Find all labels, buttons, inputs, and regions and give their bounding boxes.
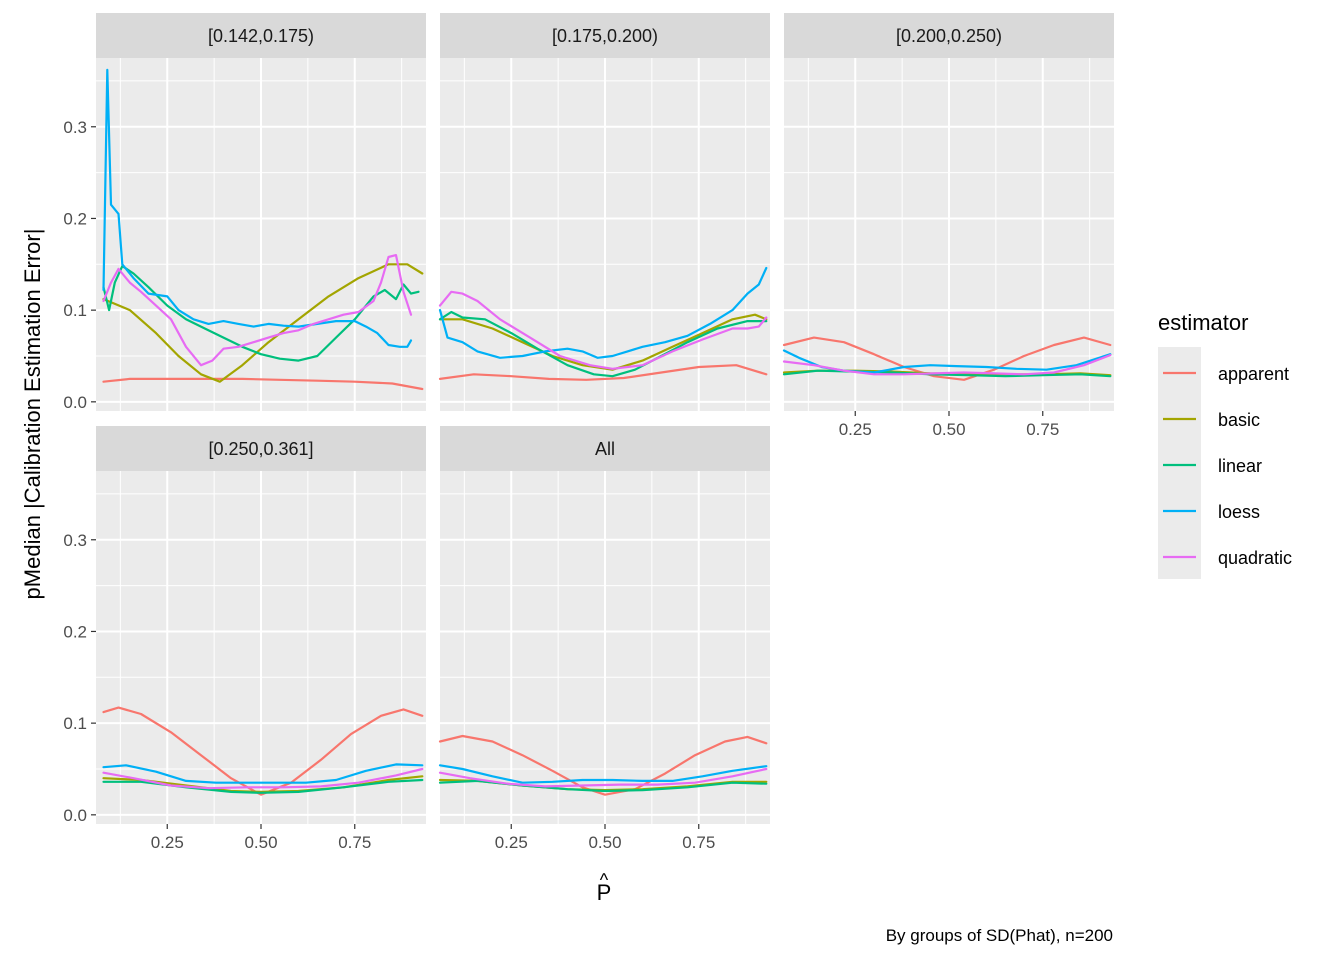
x-axis-title: P ^ <box>597 870 612 905</box>
x-axis-title-hat: ^ <box>600 870 609 890</box>
x-tick-label: 0.75 <box>338 833 371 852</box>
series-line-apparent <box>438 734 768 796</box>
series-line-apparent <box>438 364 768 381</box>
x-tick-label: 0.50 <box>244 833 277 852</box>
series-line-linear <box>782 369 1112 378</box>
x-tick-label: 0.50 <box>588 833 621 852</box>
series-line-loess <box>102 68 413 348</box>
facet-strip-label: [0.175,0.200) <box>552 26 658 46</box>
facet-strip-label: [0.142,0.175) <box>208 26 314 46</box>
series-line-basic <box>102 263 424 383</box>
x-tick-label: 0.25 <box>151 833 184 852</box>
x-axis-title-letter: P <box>597 880 612 905</box>
legend-item-quadratic: quadratic <box>1163 548 1292 568</box>
x-tick-label: 0.25 <box>495 833 528 852</box>
y-tick-label: 0.3 <box>63 118 87 137</box>
facet-panel: [0.142,0.175) 0.0 0.1 0.2 0.3 <box>63 13 426 412</box>
legend-item-linear: linear <box>1163 456 1262 476</box>
series-line-linear <box>102 265 420 362</box>
facet-strip <box>784 13 1114 58</box>
series-line-linear <box>438 310 768 378</box>
y-tick-label: 0.2 <box>63 209 87 228</box>
series-line-loess <box>438 764 768 784</box>
facet-strip <box>96 426 426 471</box>
series-line-apparent <box>782 336 1112 381</box>
series-line-quadratic <box>102 254 413 367</box>
legend-item-basic: basic <box>1163 410 1260 430</box>
legend-key-background <box>1158 347 1201 579</box>
x-tick-label: 0.25 <box>839 420 872 439</box>
legend-label-loess: loess <box>1218 502 1260 522</box>
series-line-loess <box>102 763 424 784</box>
y-axis-title: pMedian |Calibration Estimation Error| <box>20 229 45 600</box>
facet-strip-label: All <box>595 439 615 459</box>
caption: By groups of SD(Phat), n=200 <box>886 926 1113 945</box>
facet-panel: [0.250,0.361] 0.25 0.50 0.75 0.0 0.1 0.2 0.3 <box>63 426 426 852</box>
legend: estimator apparent basic linear loess quadra… <box>1158 310 1292 579</box>
y-tick-label: 0.3 <box>63 531 87 550</box>
series-line-quadratic <box>438 767 768 788</box>
facet-strip-label: [0.250,0.361] <box>208 439 313 459</box>
series-line-quadratic <box>438 290 768 370</box>
x-tick-label: 0.75 <box>682 833 715 852</box>
legend-item-loess: loess <box>1163 502 1260 522</box>
x-tick-label: 0.75 <box>1026 420 1059 439</box>
legend-label-basic: basic <box>1218 410 1260 430</box>
x-tick-label: 0.50 <box>932 420 965 439</box>
y-tick-label: 0.1 <box>63 301 87 320</box>
series-line-apparent <box>102 377 424 391</box>
facet-strip <box>440 426 770 471</box>
legend-item-apparent: apparent <box>1163 364 1289 384</box>
legend-title: estimator <box>1158 310 1248 335</box>
y-tick-label: 0.2 <box>63 622 87 641</box>
y-tick-label: 0.0 <box>63 393 87 412</box>
y-tick-label: 0.1 <box>63 714 87 733</box>
y-tick-label: 0.0 <box>63 806 87 825</box>
legend-label-linear: linear <box>1218 456 1262 476</box>
facet-panel: [0.175,0.200) <box>438 13 770 411</box>
facet-panel: All 0.25 0.50 0.75 <box>438 426 770 852</box>
facet-strip <box>440 13 770 58</box>
facet-strip-label: [0.200,0.250) <box>896 26 1002 46</box>
series-line-quadratic <box>102 767 424 790</box>
legend-items: apparent basic linear loess quadratic <box>1163 364 1292 568</box>
legend-label-apparent: apparent <box>1218 364 1289 384</box>
legend-label-quadratic: quadratic <box>1218 548 1292 568</box>
series-line-loess <box>438 266 768 359</box>
series-line-quadratic <box>782 354 1112 376</box>
facet-strip <box>96 13 426 58</box>
facet-panels: [0.142,0.175) 0.0 0.1 0.2 0.3 [0.175,0.200) [0… <box>63 13 1114 852</box>
facet-panel: [0.200,0.250) 0.25 0.50 0.75 <box>782 13 1114 439</box>
series-line-apparent <box>102 706 424 796</box>
